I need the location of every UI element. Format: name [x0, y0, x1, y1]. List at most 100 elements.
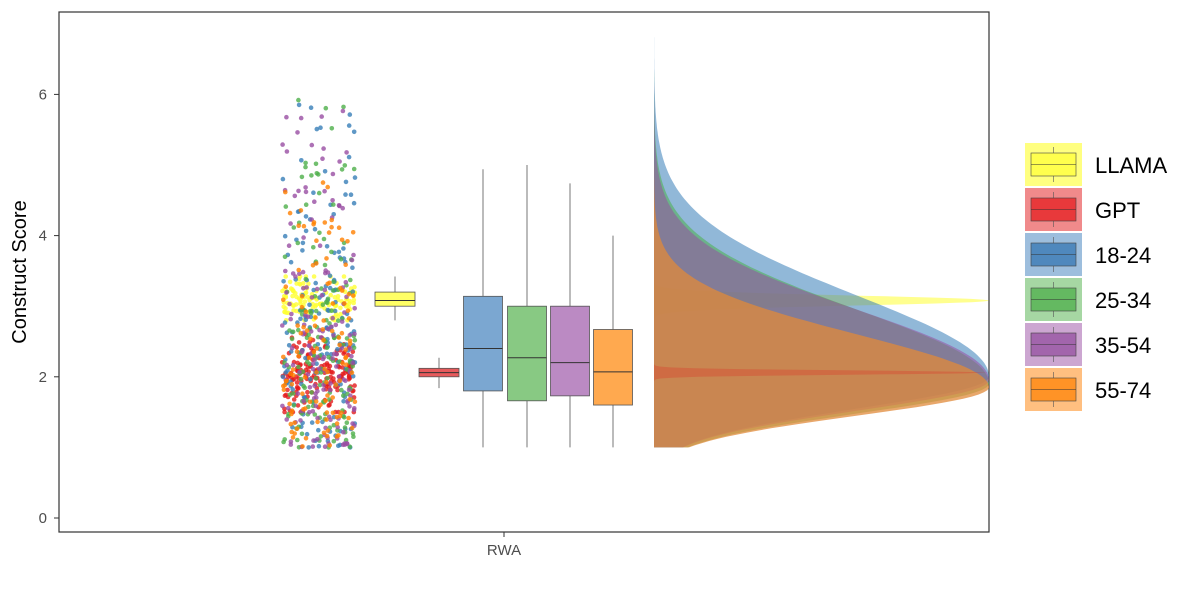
data-point-18-24 [314, 126, 320, 132]
plot-panel [58, 11, 990, 533]
data-point-55-74 [283, 189, 288, 195]
data-point-25-34 [323, 105, 329, 111]
data-point-35-54 [336, 374, 342, 379]
data-point-35-54 [329, 324, 334, 330]
y-tick-label: 2 [39, 369, 47, 386]
data-point-25-34 [313, 161, 319, 167]
data-point-25-34 [299, 174, 305, 180]
data-point-35-54 [289, 345, 295, 351]
data-point-35-54 [341, 429, 346, 435]
data-point-25-34 [282, 437, 288, 442]
data-point-25-34 [313, 308, 319, 314]
data-point-25-34 [311, 245, 316, 250]
data-point-55-74 [311, 349, 317, 355]
legend-item-gpt: GPT [1025, 188, 1140, 231]
data-point-gpt [291, 397, 297, 402]
data-point-25-34 [306, 332, 312, 338]
y-axis-title: Construct Score [9, 200, 31, 343]
data-point-35-54 [352, 306, 358, 311]
data-point-25-34 [327, 321, 332, 326]
data-point-55-74 [299, 293, 305, 299]
data-point-18-24 [351, 200, 357, 206]
data-point-18-24 [345, 323, 350, 328]
data-point-gpt [282, 409, 287, 415]
data-point-25-34 [331, 279, 336, 285]
data-point-35-54 [280, 323, 285, 328]
data-point-25-34 [282, 254, 288, 260]
data-point-55-74 [295, 323, 301, 328]
data-point-35-54 [295, 130, 300, 135]
data-point-25-34 [298, 376, 304, 382]
data-point-25-34 [342, 163, 348, 168]
data-point-55-74 [288, 421, 294, 427]
data-point-55-74 [342, 301, 347, 306]
data-point-25-34 [296, 97, 301, 103]
density-55-74 [654, 108, 989, 448]
data-point-35-54 [330, 171, 336, 177]
data-point-55-74 [289, 408, 295, 414]
data-point-gpt [327, 402, 332, 408]
data-point-35-54 [322, 188, 327, 194]
data-point-18-24 [341, 246, 346, 251]
data-point-55-74 [329, 224, 334, 230]
data-point-35-54 [314, 286, 320, 292]
data-point-55-74 [345, 308, 351, 314]
data-point-55-74 [296, 223, 302, 228]
data-point-25-34 [303, 164, 308, 170]
data-point-35-54 [310, 366, 316, 372]
data-point-25-34 [290, 329, 296, 335]
data-point-35-54 [352, 331, 357, 337]
legend-label: LLAMA [1095, 153, 1167, 178]
data-point-25-34 [302, 385, 308, 391]
data-point-25-34 [309, 173, 314, 178]
data-point-18-24 [343, 192, 348, 197]
data-point-55-74 [330, 395, 336, 400]
data-point-25-34 [321, 236, 327, 242]
data-point-55-74 [321, 318, 327, 323]
data-point-25-34 [329, 308, 334, 314]
data-point-llama [284, 310, 289, 316]
data-point-55-74 [337, 342, 342, 348]
data-point-gpt [296, 340, 302, 345]
y-tick-label: 4 [39, 228, 47, 245]
data-point-18-24 [288, 259, 294, 265]
data-point-llama [338, 311, 343, 317]
data-point-25-34 [351, 434, 356, 440]
data-point-35-54 [342, 310, 347, 315]
data-point-25-34 [339, 387, 344, 393]
boxplots [374, 165, 633, 448]
data-point-18-24 [283, 370, 289, 375]
x-tick-label: RWA [487, 542, 521, 559]
data-point-18-24 [296, 102, 302, 108]
data-point-35-54 [315, 436, 320, 442]
data-point-18-24 [307, 377, 313, 382]
data-point-25-34 [331, 202, 336, 207]
data-point-35-54 [325, 326, 331, 332]
data-point-18-24 [346, 154, 352, 160]
data-point-35-54 [319, 114, 325, 119]
legend-item-35-54: 35-54 [1025, 323, 1151, 366]
data-point-18-24 [316, 427, 321, 433]
data-point-18-24 [313, 280, 319, 286]
data-point-18-24 [350, 265, 355, 271]
data-point-25-34 [329, 126, 335, 131]
data-point-18-24 [309, 420, 315, 425]
data-point-18-24 [306, 445, 312, 450]
boxplot-25-34 [507, 165, 547, 448]
data-point-18-24 [316, 443, 322, 449]
data-point-55-74 [327, 443, 333, 448]
data-point-55-74 [294, 426, 300, 432]
data-point-18-24 [303, 214, 309, 219]
data-point-35-54 [287, 301, 292, 307]
data-point-55-74 [325, 428, 331, 433]
data-point-35-54 [349, 353, 354, 359]
data-point-llama [283, 274, 289, 279]
data-point-25-34 [316, 172, 321, 177]
data-point-55-74 [334, 421, 340, 426]
data-point-25-34 [283, 204, 289, 209]
data-point-35-54 [288, 221, 293, 226]
data-point-25-34 [291, 225, 297, 230]
data-point-llama [351, 297, 357, 303]
data-point-35-54 [289, 311, 294, 317]
data-point-35-54 [297, 369, 302, 375]
